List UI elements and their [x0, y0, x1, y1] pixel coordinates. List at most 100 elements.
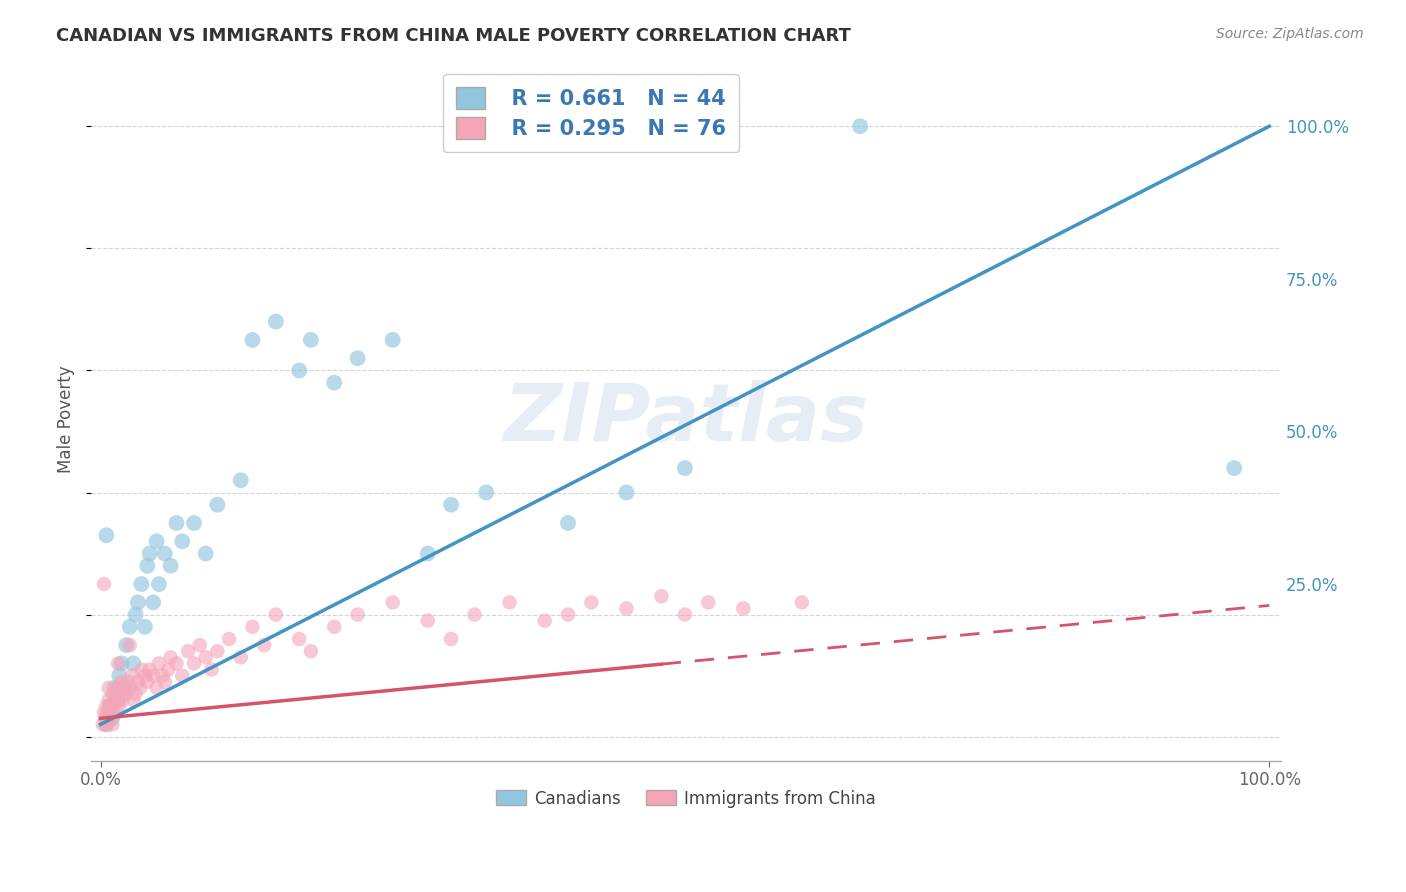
Point — [107, 693, 129, 707]
Point — [229, 650, 252, 665]
Point — [112, 681, 135, 695]
Point — [218, 632, 240, 646]
Point — [138, 547, 160, 561]
Point — [145, 681, 167, 695]
Point — [188, 638, 211, 652]
Point — [288, 363, 311, 377]
Point — [118, 620, 141, 634]
Point — [346, 351, 368, 366]
Point — [124, 607, 146, 622]
Point — [148, 577, 170, 591]
Point — [122, 693, 145, 707]
Point — [416, 614, 439, 628]
Point — [790, 595, 813, 609]
Point — [134, 620, 156, 634]
Point — [242, 620, 264, 634]
Point — [1223, 461, 1246, 475]
Point — [111, 693, 134, 707]
Point — [96, 528, 118, 542]
Point — [194, 650, 217, 665]
Point — [323, 376, 346, 390]
Point — [94, 711, 117, 725]
Point — [115, 638, 138, 652]
Point — [96, 717, 118, 731]
Point — [381, 333, 404, 347]
Point — [129, 681, 152, 695]
Point — [131, 663, 153, 677]
Point — [323, 620, 346, 634]
Point — [96, 711, 118, 725]
Point — [97, 681, 120, 695]
Point — [148, 657, 170, 671]
Point — [616, 485, 638, 500]
Point — [118, 638, 141, 652]
Point — [673, 607, 696, 622]
Point — [97, 693, 120, 707]
Point — [200, 663, 222, 677]
Point — [697, 595, 720, 609]
Point — [475, 485, 498, 500]
Point — [107, 657, 129, 671]
Point — [117, 674, 139, 689]
Point — [183, 657, 205, 671]
Point — [166, 516, 188, 530]
Point — [142, 668, 165, 682]
Point — [142, 595, 165, 609]
Point — [253, 638, 276, 652]
Point — [172, 668, 194, 682]
Point — [124, 687, 146, 701]
Point — [229, 473, 252, 487]
Point — [153, 547, 176, 561]
Point — [98, 711, 121, 725]
Point — [264, 607, 287, 622]
Point — [107, 693, 129, 707]
Text: Source: ZipAtlas.com: Source: ZipAtlas.com — [1216, 27, 1364, 41]
Point — [127, 674, 149, 689]
Point — [463, 607, 485, 622]
Point — [346, 607, 368, 622]
Point — [134, 668, 156, 682]
Point — [440, 632, 463, 646]
Point — [110, 657, 132, 671]
Point — [288, 632, 311, 646]
Point — [733, 601, 755, 615]
Point — [183, 516, 205, 530]
Point — [157, 663, 180, 677]
Point — [103, 693, 125, 707]
Point — [91, 717, 114, 731]
Point — [108, 668, 131, 682]
Point — [136, 674, 159, 689]
Point — [616, 601, 638, 615]
Point — [145, 534, 167, 549]
Point — [153, 674, 176, 689]
Point — [172, 534, 194, 549]
Text: ZIPatlas: ZIPatlas — [503, 380, 869, 458]
Point — [112, 681, 135, 695]
Point — [118, 681, 141, 695]
Point — [673, 461, 696, 475]
Point — [101, 717, 124, 731]
Point — [242, 333, 264, 347]
Text: CANADIAN VS IMMIGRANTS FROM CHINA MALE POVERTY CORRELATION CHART: CANADIAN VS IMMIGRANTS FROM CHINA MALE P… — [56, 27, 851, 45]
Point — [498, 595, 520, 609]
Point — [127, 595, 149, 609]
Point — [121, 668, 143, 682]
Point — [849, 120, 872, 134]
Point — [581, 595, 603, 609]
Point — [166, 657, 188, 671]
Point — [159, 650, 181, 665]
Legend: Canadians, Immigrants from China: Canadians, Immigrants from China — [489, 783, 883, 814]
Point — [105, 681, 128, 695]
Point — [98, 699, 121, 714]
Point — [108, 699, 131, 714]
Point — [159, 558, 181, 573]
Point — [138, 663, 160, 677]
Point — [557, 516, 579, 530]
Point — [103, 681, 125, 695]
Point — [299, 333, 322, 347]
Point — [194, 547, 217, 561]
Point — [93, 577, 115, 591]
Point — [207, 644, 229, 658]
Point — [122, 657, 145, 671]
Point — [136, 558, 159, 573]
